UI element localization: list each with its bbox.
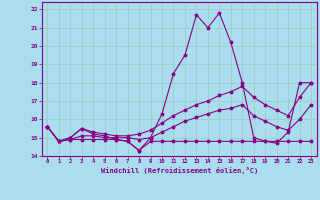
X-axis label: Windchill (Refroidissement éolien,°C): Windchill (Refroidissement éolien,°C) <box>100 167 258 174</box>
